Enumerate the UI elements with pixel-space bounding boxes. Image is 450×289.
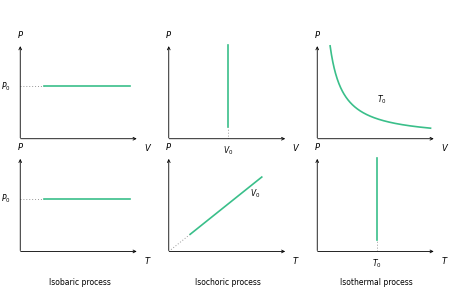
Text: T: T	[441, 257, 446, 266]
Text: Isothermal process: Isothermal process	[341, 278, 413, 287]
Text: Isobaric process: Isobaric process	[49, 278, 111, 287]
Text: Isothermal process: Isothermal process	[341, 165, 413, 175]
Text: Isochoric process: Isochoric process	[195, 278, 261, 287]
Text: $V_0$: $V_0$	[250, 187, 260, 200]
Text: P: P	[166, 31, 171, 40]
Text: $V_0$: $V_0$	[223, 144, 234, 157]
Text: $P_0$: $P_0$	[1, 193, 11, 205]
Text: T: T	[293, 257, 298, 266]
Text: Isobaric process: Isobaric process	[49, 165, 111, 175]
Text: P: P	[315, 143, 320, 152]
Text: T: T	[144, 257, 149, 266]
Text: Isochoric process: Isochoric process	[195, 165, 261, 175]
Text: P: P	[166, 143, 171, 152]
Text: $P_0$: $P_0$	[1, 80, 11, 92]
Text: $T_0$: $T_0$	[372, 257, 382, 270]
Text: V: V	[144, 144, 150, 153]
Text: P: P	[18, 31, 23, 40]
Text: $T_0$: $T_0$	[377, 93, 387, 106]
Text: V: V	[441, 144, 447, 153]
Text: P: P	[315, 31, 320, 40]
Text: V: V	[293, 144, 298, 153]
Text: P: P	[18, 143, 23, 152]
